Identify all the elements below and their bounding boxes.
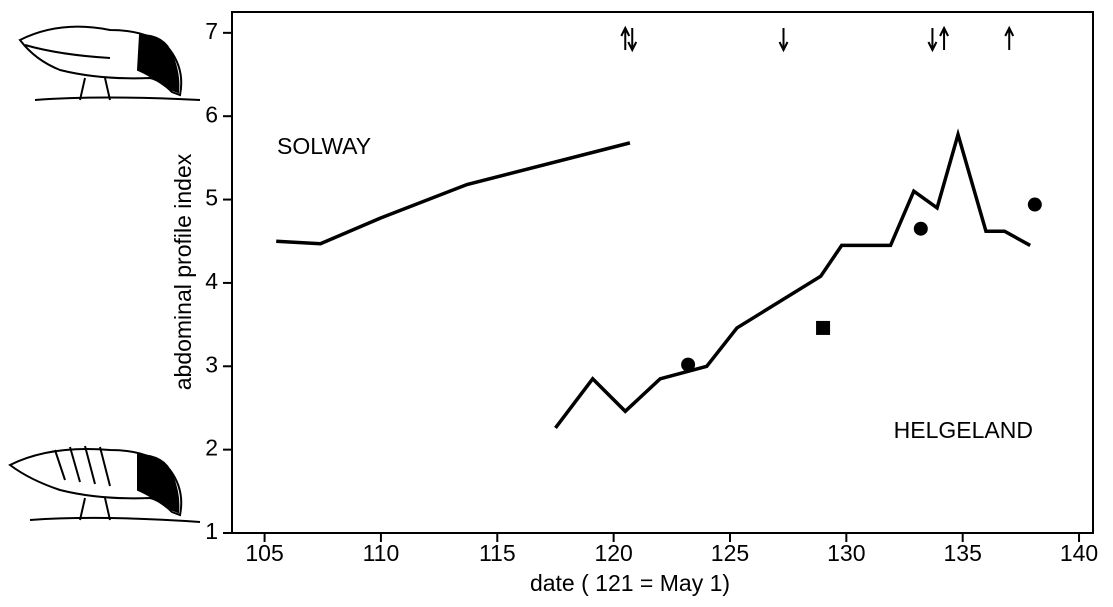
y-tick-label: 5: [205, 185, 218, 211]
data-square: [816, 320, 831, 335]
data-circle: [1027, 197, 1042, 212]
x-tick-label: 105: [245, 540, 283, 566]
x-tick-label: 135: [943, 540, 981, 566]
data-circle: [681, 357, 696, 372]
goose-top: [18, 25, 201, 101]
goose-bottom: [8, 445, 201, 523]
y-tick-label: 3: [205, 351, 218, 377]
x-tick-label: 130: [827, 540, 865, 566]
y-tick-label: 1: [205, 518, 218, 544]
series-label: HELGELAND: [894, 417, 1033, 443]
series-line: [276, 141, 631, 246]
y-axis-label: abdominal profile index: [170, 153, 196, 390]
y-tick-label: 6: [205, 101, 218, 127]
arrow-up: [939, 25, 949, 50]
arrow-down: [778, 28, 789, 53]
x-axis-label: date ( 121 = May 1): [530, 570, 730, 596]
y-tick-label: 2: [205, 435, 218, 461]
y-tick-label: 4: [205, 268, 218, 294]
arrow-down: [627, 28, 638, 53]
arrow-down: [927, 28, 938, 53]
series-label: SOLWAY: [277, 133, 371, 159]
x-tick-label: 110: [363, 540, 400, 566]
x-tick-label: 125: [711, 540, 749, 566]
data-circle: [913, 221, 928, 236]
x-tick-label: 120: [594, 540, 632, 566]
x-tick-label: 140: [1060, 540, 1098, 566]
series-line: [554, 128, 1032, 430]
plot-frame: [231, 11, 1094, 534]
y-tick-label: 7: [205, 18, 218, 44]
arrow-up: [1004, 25, 1015, 50]
x-tick-label: 115: [479, 540, 516, 566]
arrow-up: [620, 25, 631, 50]
